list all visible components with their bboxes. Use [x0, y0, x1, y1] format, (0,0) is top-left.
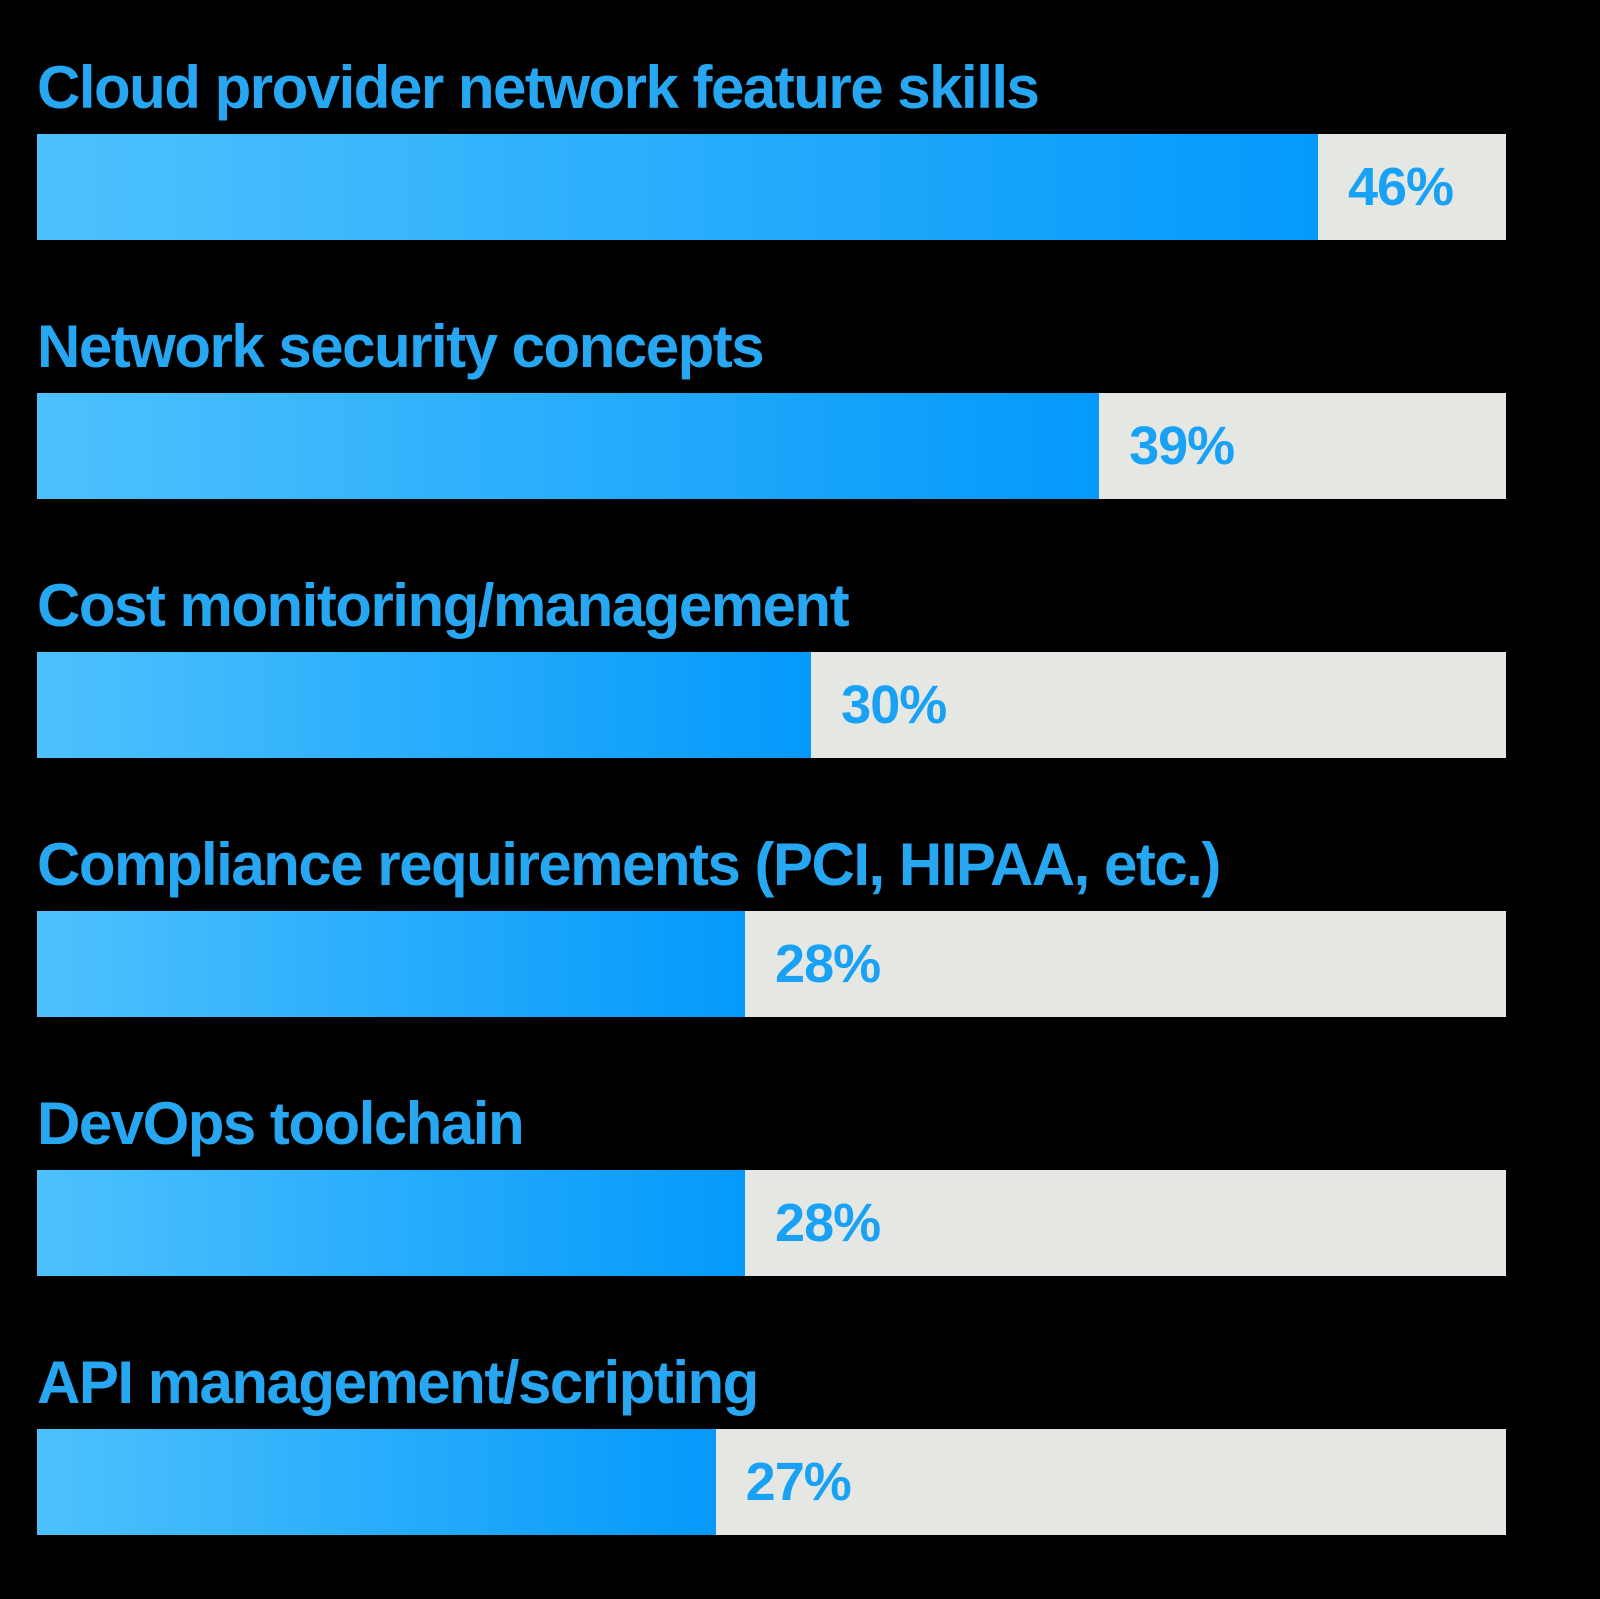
bar-group: Compliance requirements (PCI, HIPAA, etc…	[37, 835, 1506, 1017]
bar-track: 28%	[37, 911, 1506, 1017]
bar-chart: Cloud provider network feature skills 46…	[37, 0, 1506, 1535]
value-label: 27%	[745, 1452, 852, 1512]
bar-group: Cost monitoring/management 30%	[37, 576, 1506, 758]
category-label: Network security concepts	[37, 313, 765, 380]
category-label: Cost monitoring/management	[37, 572, 850, 639]
bar-group: Network security concepts 39%	[37, 317, 1506, 499]
value-label: 39%	[1129, 416, 1235, 476]
bar-group: API management/scripting 27%	[37, 1353, 1506, 1535]
bar-fill	[37, 911, 746, 1017]
bar-fill	[37, 652, 812, 758]
bar-fill	[37, 393, 1100, 499]
bar-group: Cloud provider network feature skills 46…	[37, 58, 1506, 240]
bar-track: 39%	[37, 393, 1506, 499]
value-label: 28%	[775, 934, 881, 994]
category-label: API management/scripting	[37, 1349, 759, 1416]
value-label: 28%	[775, 1193, 881, 1253]
category-label: Compliance requirements (PCI, HIPAA, etc…	[37, 831, 1221, 898]
bar-track: 28%	[37, 1170, 1506, 1276]
bar-track: 30%	[37, 652, 1506, 758]
bar-group: DevOps toolchain 28%	[37, 1094, 1506, 1276]
category-label: DevOps toolchain	[37, 1090, 525, 1157]
bar-fill	[37, 134, 1318, 240]
bar-track: 27%	[37, 1429, 1506, 1535]
value-label: 30%	[841, 675, 947, 735]
bar-fill	[37, 1170, 746, 1276]
bar-track: 46%	[37, 134, 1506, 240]
value-label: 46%	[1347, 157, 1454, 217]
bar-fill	[37, 1429, 716, 1535]
category-label: Cloud provider network feature skills	[37, 54, 1040, 121]
